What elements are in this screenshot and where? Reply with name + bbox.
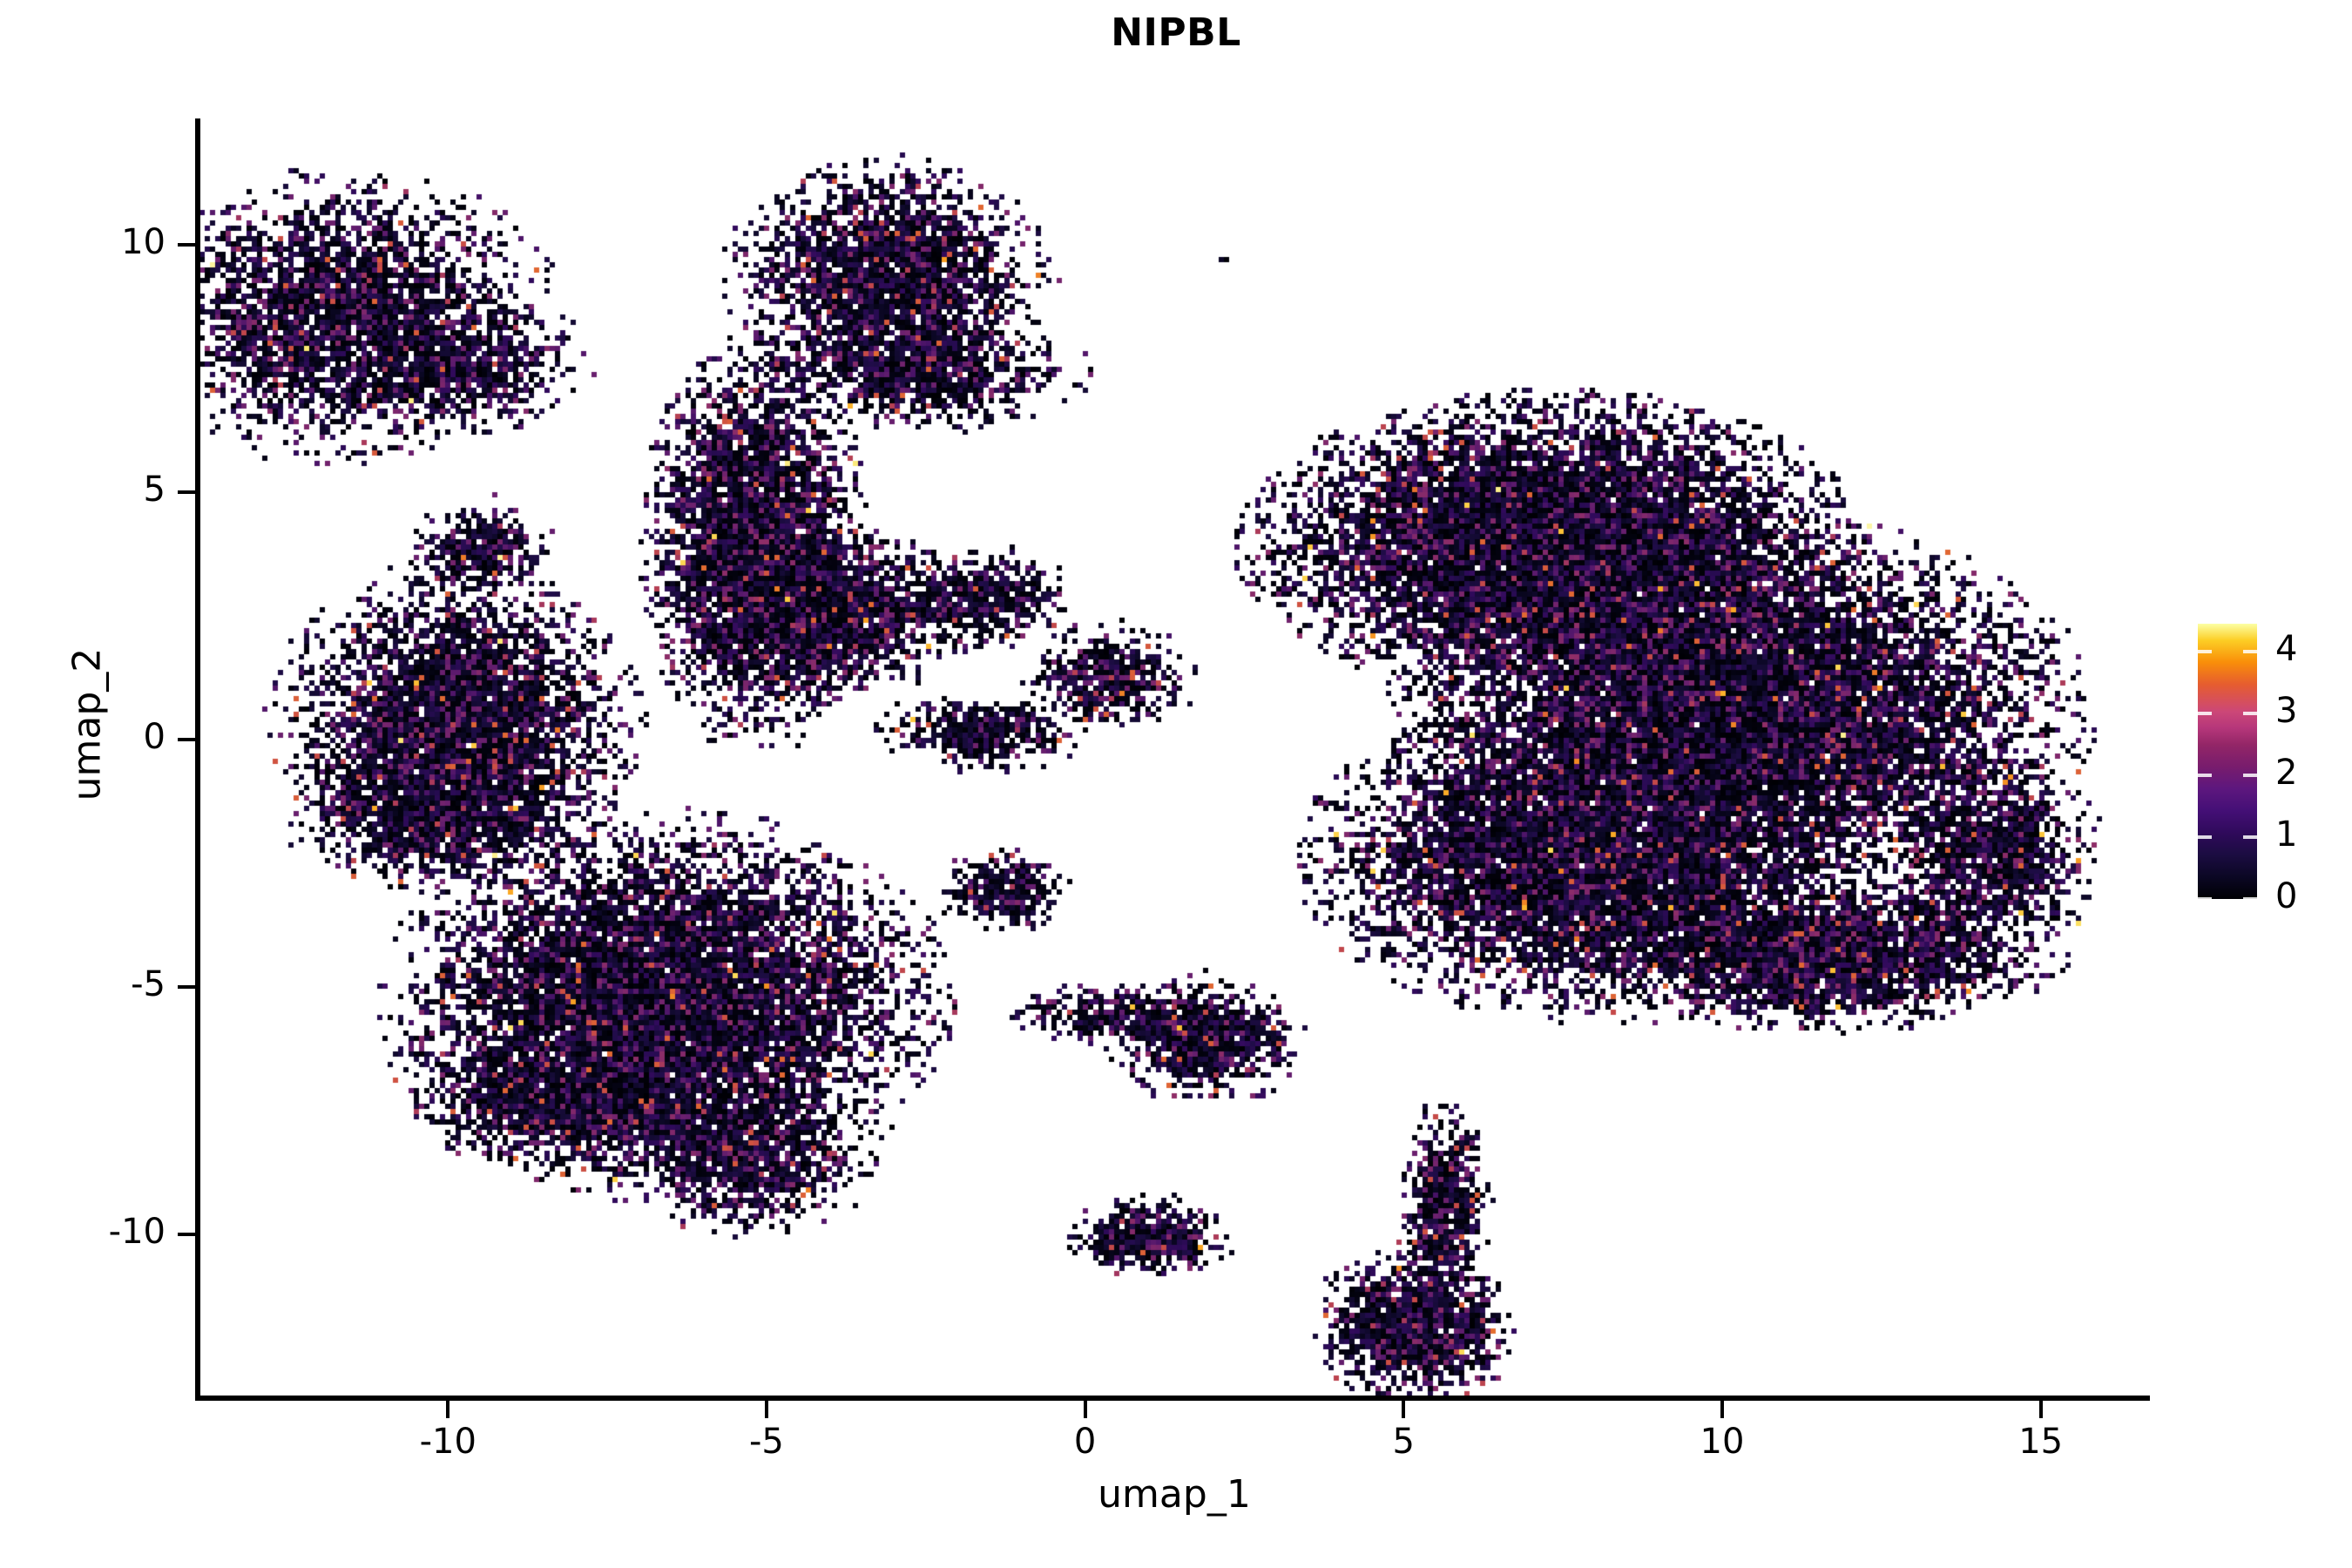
- colorbar-tick-label-3: 3: [2275, 690, 2298, 731]
- y-tick-label--5: -5: [131, 964, 166, 1005]
- x-axis-label: umap_1: [1098, 1472, 1251, 1517]
- x-tick-label-0: 0: [1073, 1422, 1097, 1462]
- y-tick-0: [178, 738, 197, 742]
- colorbar-tick-2-right: [2243, 773, 2257, 777]
- plot-area: [199, 121, 2149, 1398]
- x-tick-label-10: 10: [1700, 1422, 1745, 1462]
- y-tick-5: [178, 490, 197, 495]
- y-tick-label-10: 10: [121, 222, 166, 263]
- colorbar-tick-4-left: [2198, 649, 2212, 653]
- colorbar: [2198, 624, 2257, 899]
- chart-title: NIPBL: [1111, 10, 1241, 55]
- x-tick-label--5: -5: [748, 1422, 784, 1462]
- colorbar-tick-0-left: [2198, 897, 2212, 901]
- y-tick--10: [178, 1233, 197, 1237]
- scatter-points: [199, 121, 2149, 1398]
- colorbar-tick-0-right: [2243, 897, 2257, 901]
- colorbar-tick-label-4: 4: [2275, 628, 2298, 669]
- x-tick-label--10: -10: [419, 1422, 476, 1462]
- colorbar-tick-3-left: [2198, 711, 2212, 715]
- colorbar-tick-3-right: [2243, 711, 2257, 715]
- y-tick-label--10: -10: [108, 1212, 166, 1253]
- colorbar-tick-label-1: 1: [2275, 814, 2298, 855]
- x-tick-0: [1083, 1401, 1087, 1418]
- y-tick--5: [178, 985, 197, 990]
- x-tick-15: [2038, 1401, 2043, 1418]
- colorbar-tick-1-right: [2243, 835, 2257, 839]
- x-tick-label-5: 5: [1392, 1422, 1415, 1462]
- colorbar-tick-4-right: [2243, 649, 2257, 653]
- x-tick-label-15: 15: [2018, 1422, 2064, 1462]
- y-axis-spine: [195, 118, 200, 1401]
- y-tick-label-0: 0: [143, 717, 166, 758]
- colorbar-tick-label-0: 0: [2275, 876, 2298, 916]
- x-tick--5: [764, 1401, 768, 1418]
- y-tick-10: [178, 243, 197, 247]
- y-axis-label: umap_2: [64, 647, 110, 801]
- x-tick-5: [1402, 1401, 1406, 1418]
- x-tick--10: [446, 1401, 450, 1418]
- x-tick-10: [1720, 1401, 1724, 1418]
- colorbar-tick-label-2: 2: [2275, 752, 2298, 793]
- y-tick-label-5: 5: [143, 470, 166, 510]
- colorbar-tick-2-left: [2198, 773, 2212, 777]
- colorbar-tick-1-left: [2198, 835, 2212, 839]
- scatter-canvas: [199, 121, 2149, 1398]
- x-axis-spine: [195, 1396, 2150, 1401]
